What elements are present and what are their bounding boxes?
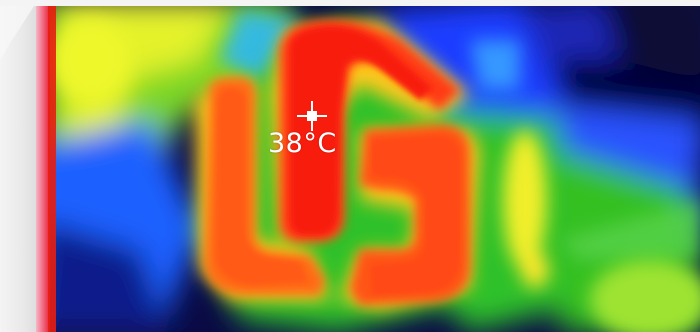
crosshair-icon: [297, 101, 327, 131]
spot-temperature-readout: 38°C: [268, 128, 337, 159]
